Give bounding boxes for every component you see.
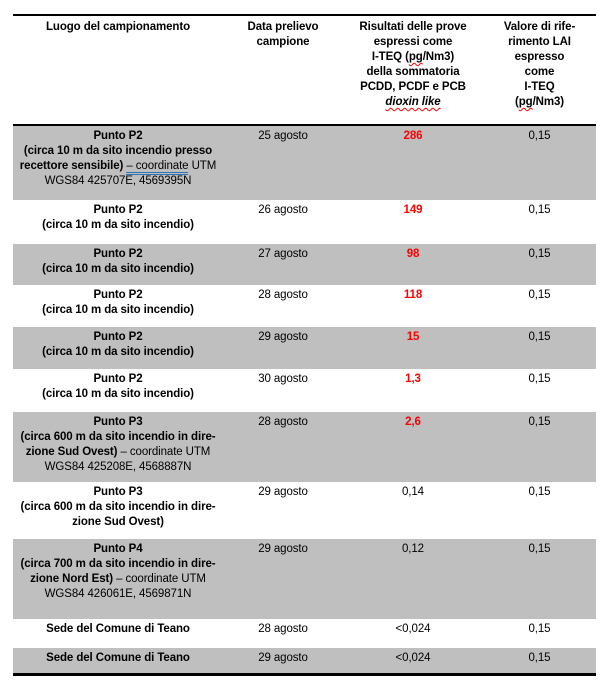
location-cell: Punto P2 (circa 10 m da sito incendio) (42, 248, 194, 275)
date-cell: 28 agosto (258, 289, 308, 301)
table-row: Punto P2 (circa 10 m da sito incendio) 2… (13, 285, 596, 327)
result-cell: 1,3 (405, 373, 421, 385)
table-row: Punto P2 (circa 10 m da sito incendio) 2… (13, 200, 596, 244)
header-location: Luogo del campionamento (13, 16, 223, 124)
location-cell: Punto P2 (circa 10 m da sito incendio) (42, 331, 194, 358)
sampling-results-table: Luogo del campionamento Data prelievo ca… (13, 14, 596, 676)
location-cell: Punto P2 (circa 10 m da sito incendio pr… (19, 130, 217, 187)
header-result: Risultati delle prove espressi come I-TE… (359, 21, 467, 108)
location-cell: Punto P3 (circa 600 m da sito incendio i… (20, 416, 216, 473)
reference-cell: 0,15 (528, 652, 551, 664)
table-row: Punto P3 (circa 600 m da sito incendio i… (13, 482, 596, 539)
table-row: Punto P2 (circa 10 m da sito incendio pr… (13, 126, 596, 200)
reference-cell: 0,15 (528, 331, 551, 343)
header-date: Data prelievo campione (247, 21, 319, 48)
tracked-insertion: – coordinate (126, 160, 189, 175)
location-cell: Punto P2 (circa 10 m da sito incendio) (42, 373, 194, 400)
date-cell: 30 agosto (258, 373, 308, 385)
header-location-label: Luogo del campionamento (45, 21, 190, 33)
location-cell: Punto P3 (circa 600 m da sito incendio i… (20, 486, 216, 528)
spellcheck-underline: pg (518, 96, 533, 108)
date-cell: 28 agosto (258, 416, 308, 428)
result-cell: 0,14 (402, 486, 424, 498)
result-cell: 98 (406, 248, 420, 260)
location-cell: Sede del Comune di Teano (46, 652, 190, 664)
date-cell: 29 agosto (258, 486, 308, 498)
result-cell: 149 (403, 204, 423, 216)
table-row: Punto P2 (circa 10 m da sito incendio) 3… (13, 369, 596, 412)
table-header-row: Luogo del campionamento Data prelievo ca… (13, 16, 596, 126)
result-cell: 15 (406, 331, 420, 343)
header-reference: Valore di rife- rimento LAI espresso com… (503, 21, 576, 108)
result-cell: 0,12 (402, 543, 424, 555)
location-cell: Punto P2 (circa 10 m da sito incendio) (42, 204, 194, 231)
location-cell: Sede del Comune di Teano (46, 623, 190, 635)
date-cell: 29 agosto (258, 331, 308, 343)
reference-cell: 0,15 (528, 289, 551, 301)
reference-cell: 0,15 (528, 543, 551, 555)
reference-cell: 0,15 (528, 486, 551, 498)
location-cell: Punto P2 (circa 10 m da sito incendio) (42, 289, 194, 316)
spellcheck-underline: dioxin like (385, 96, 441, 108)
date-cell: 25 agosto (258, 130, 308, 142)
date-cell: 27 agosto (258, 248, 308, 260)
result-cell: 118 (403, 289, 423, 301)
spellcheck-underline: pg (408, 51, 423, 63)
date-cell: 29 agosto (258, 652, 308, 664)
reference-cell: 0,15 (528, 416, 551, 428)
reference-cell: 0,15 (528, 373, 551, 385)
reference-cell: 0,15 (528, 248, 551, 260)
result-cell: 286 (403, 130, 423, 142)
reference-cell: 0,15 (528, 130, 551, 142)
date-cell: 28 agosto (258, 623, 308, 635)
result-cell: <0,024 (395, 623, 431, 635)
location-cell: Punto P4 (circa 700 m da sito incendio i… (20, 543, 216, 600)
table-row: Punto P4 (circa 700 m da sito incendio i… (13, 539, 596, 619)
table-row: Punto P3 (circa 600 m da sito incendio i… (13, 412, 596, 482)
table-row: Sede del Comune di Teano 28 agosto <0,02… (13, 619, 596, 648)
table-row: Punto P2 (circa 10 m da sito incendio) 2… (13, 327, 596, 369)
result-cell: 2,6 (405, 416, 421, 428)
result-cell: <0,024 (395, 652, 431, 664)
reference-cell: 0,15 (528, 623, 551, 635)
date-cell: 29 agosto (258, 543, 308, 555)
date-cell: 26 agosto (258, 204, 308, 216)
table-row: Punto P2 (circa 10 m da sito incendio) 2… (13, 244, 596, 285)
table-row: Sede del Comune di Teano 29 agosto <0,02… (13, 648, 596, 673)
reference-cell: 0,15 (528, 204, 551, 216)
